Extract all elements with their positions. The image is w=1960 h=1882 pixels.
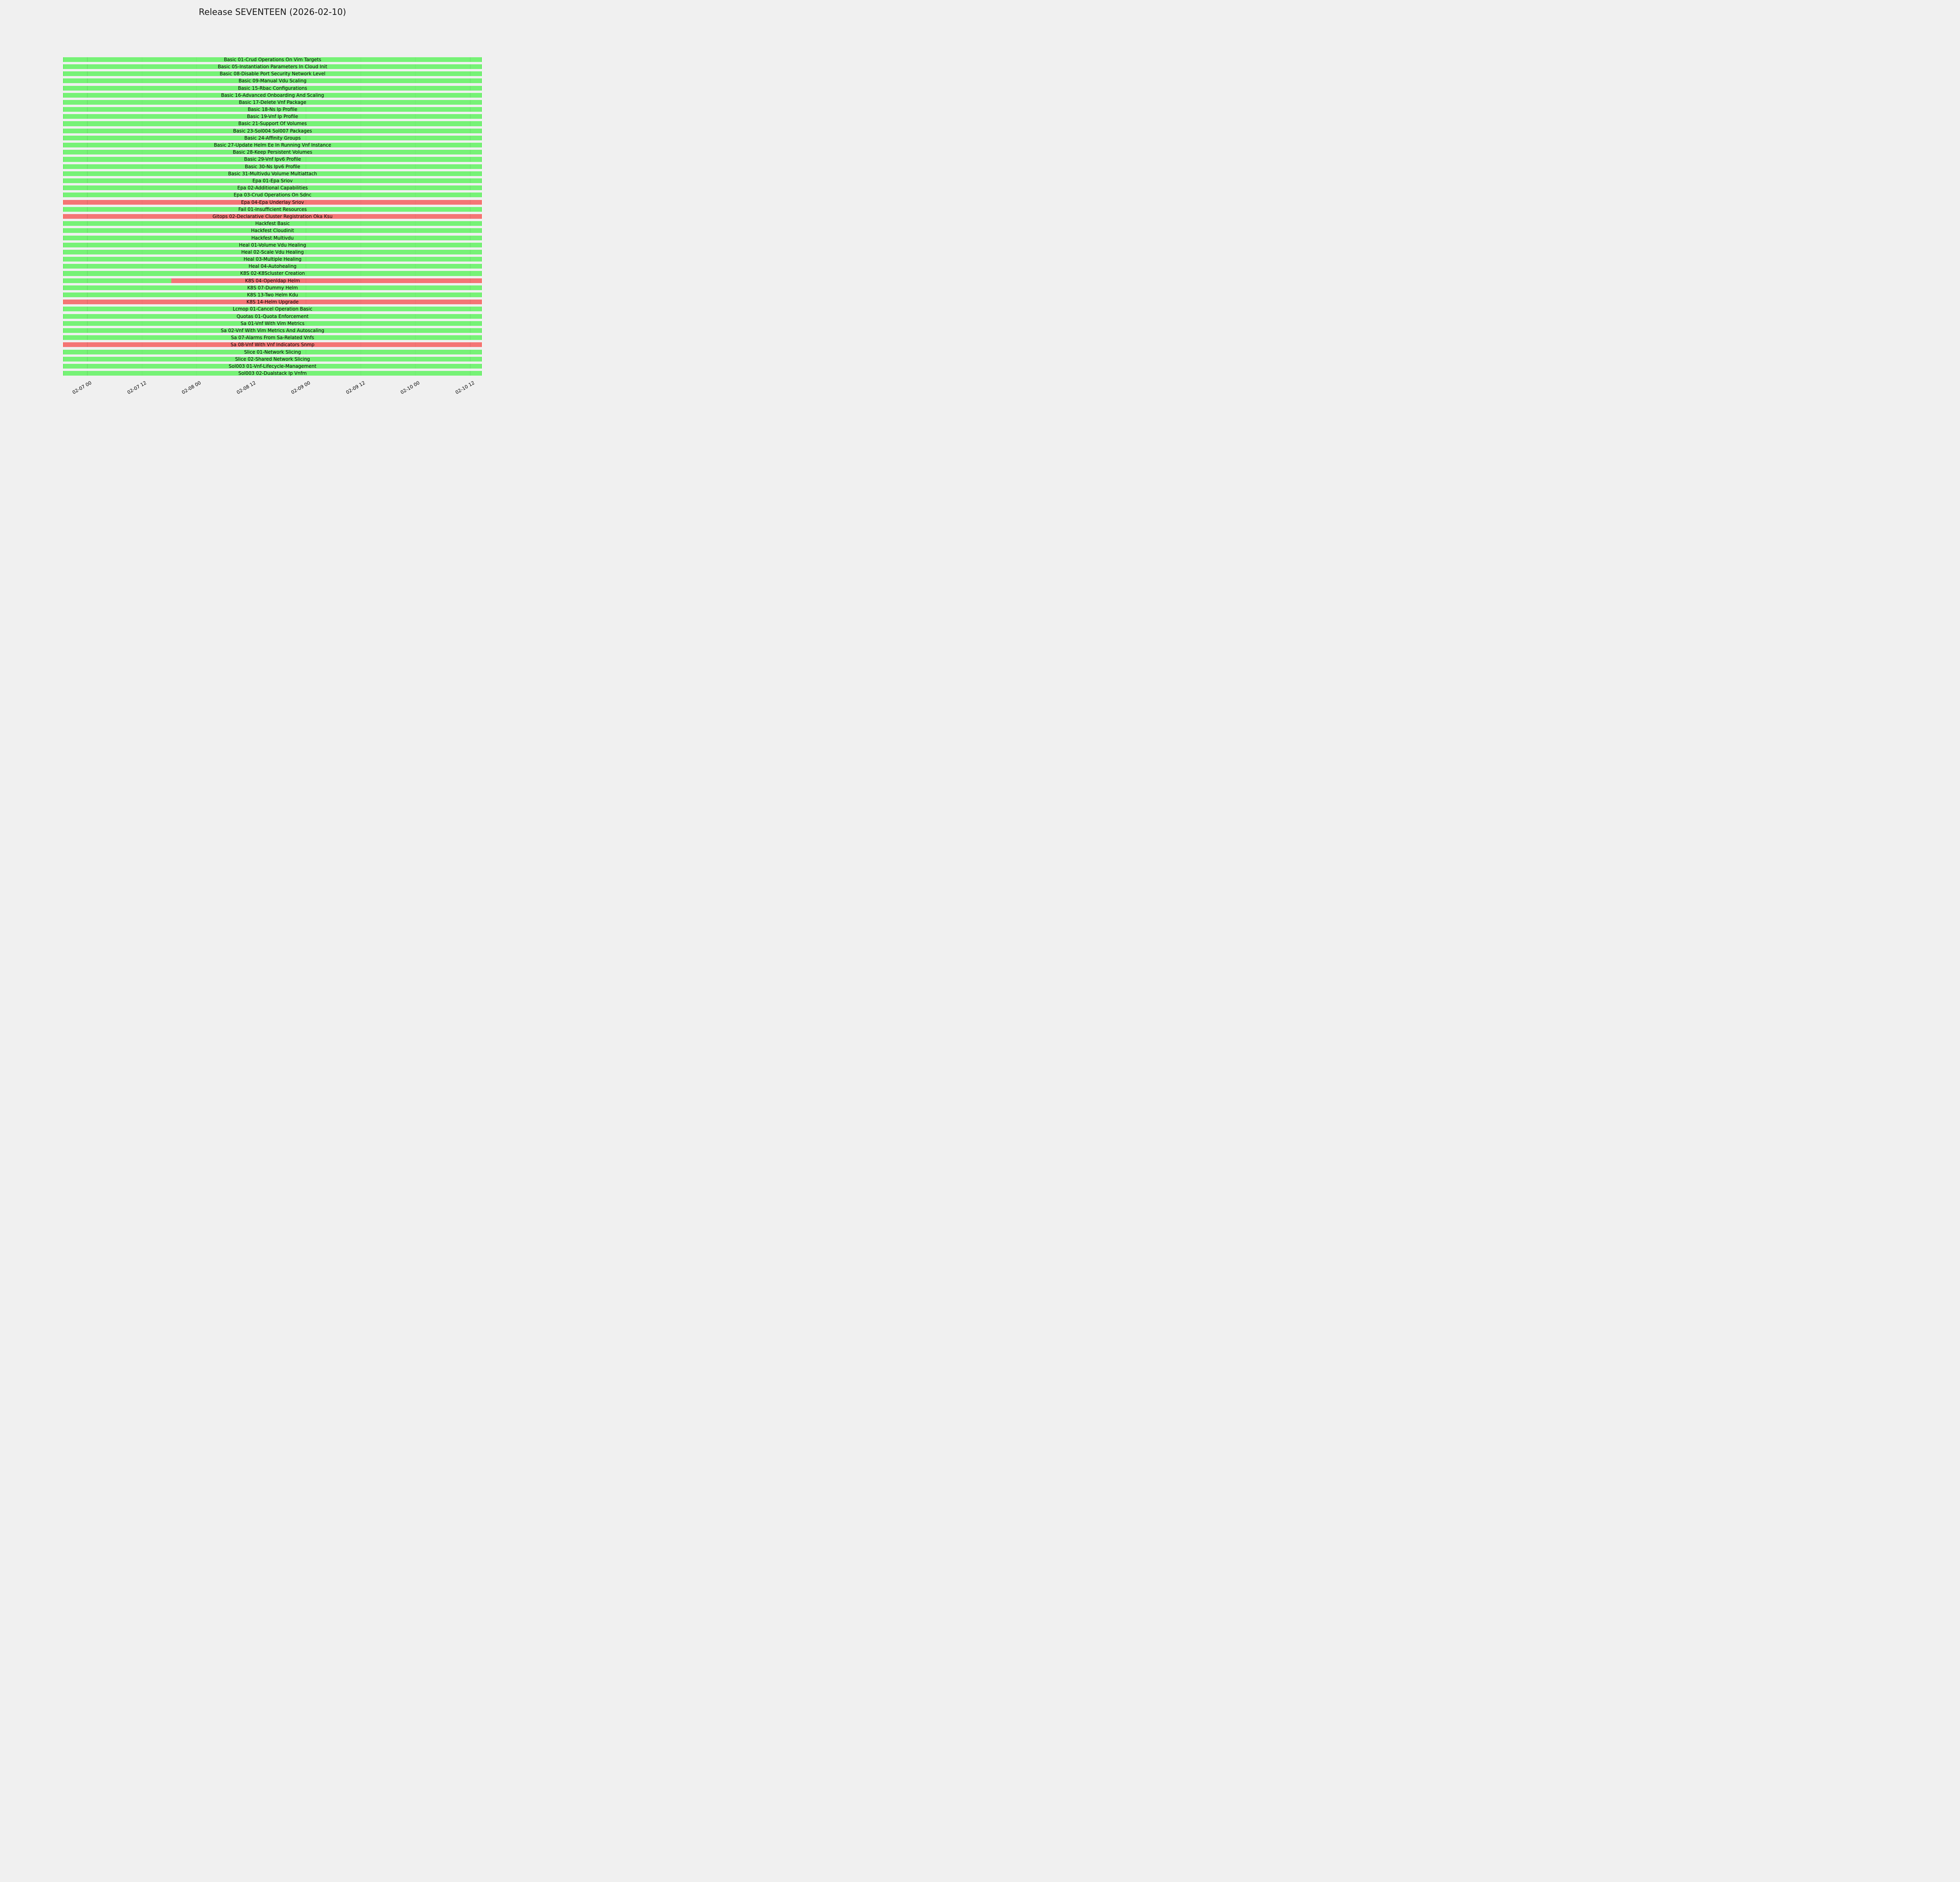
task-bar-segment-pass xyxy=(63,100,482,105)
task-bar-segment-fail xyxy=(63,214,482,219)
task-bar-segment-pass xyxy=(63,328,482,333)
task-bar-segment-pass xyxy=(63,242,482,247)
x-tick-label: 02-08 12 xyxy=(235,380,257,396)
task-bar-segment-pass xyxy=(63,349,482,354)
task-bar-segment-pass xyxy=(63,121,482,126)
task-bar-segment-pass xyxy=(63,314,482,319)
task-bar-segment-pass xyxy=(63,292,482,298)
task-bar-segment-pass xyxy=(63,356,482,362)
task-bar-segment-pass xyxy=(63,235,482,240)
task-bar-segment-fail xyxy=(63,200,482,205)
x-tick-label: 02-08 00 xyxy=(181,380,202,396)
task-bar-segment-pass xyxy=(63,228,482,233)
task-bar-segment-pass xyxy=(63,135,482,140)
task-bar-segment-pass xyxy=(63,114,482,119)
task-bar-segment-pass xyxy=(63,71,482,76)
task-bar-segment-pass xyxy=(63,164,482,169)
task-bar-segment-fail xyxy=(171,278,482,283)
task-bar-segment-fail xyxy=(63,300,482,305)
task-bar-segment-pass xyxy=(63,178,482,183)
x-axis: 02-07 00 02-07 12 02-08 00 02-08 12 02-09 00… xyxy=(0,0,529,470)
task-bar-segment-pass xyxy=(63,307,482,312)
x-tick-label: 02-10 00 xyxy=(399,380,421,396)
task-bar-segment-pass xyxy=(63,171,482,176)
task-bar-segment-pass xyxy=(63,257,482,262)
task-bar-segment-pass xyxy=(63,207,482,212)
x-tick-label: 02-10 12 xyxy=(454,380,475,396)
x-tick-label: 02-07 12 xyxy=(126,380,147,396)
task-bar-segment-pass xyxy=(63,143,482,148)
task-bar-segment-pass xyxy=(63,278,171,283)
task-bar-segment-pass xyxy=(63,185,482,191)
task-bar-segment-pass xyxy=(63,85,482,91)
x-tick-label: 02-09 12 xyxy=(345,380,366,396)
chart-title: Release SEVENTEEN (2026-02-10) xyxy=(199,7,346,17)
task-bar-segment-pass xyxy=(63,321,482,326)
task-bar-segment-pass xyxy=(63,150,482,155)
task-bar-segment-pass xyxy=(63,107,482,112)
x-tick-label: 02-09 00 xyxy=(290,380,311,396)
task-bar-segment-pass xyxy=(63,335,482,340)
task-bar-segment-pass xyxy=(63,78,482,84)
task-bar-segment-pass xyxy=(63,249,482,254)
task-bar-segment-pass xyxy=(63,371,482,376)
task-bar-segment-pass xyxy=(63,57,482,62)
task-bar-segment-pass xyxy=(63,264,482,269)
task-bar-segment-pass xyxy=(63,221,482,226)
task-bar-segment-pass xyxy=(63,128,482,133)
task-bar-segment-pass xyxy=(63,93,482,98)
task-bar-segment-pass xyxy=(63,64,482,69)
task-bar-segment-fail xyxy=(63,342,482,347)
task-bar-segment-pass xyxy=(63,271,482,276)
x-tick-label: 02-07 00 xyxy=(71,380,93,396)
release-test-report-figure: Release SEVENTEEN (2026-02-10) Basic 01-… xyxy=(0,0,529,470)
task-bar-segment-pass xyxy=(63,285,482,290)
task-bar-segment-pass xyxy=(63,363,482,369)
task-bar-segment-pass xyxy=(63,157,482,162)
task-bar-segment-pass xyxy=(63,193,482,198)
